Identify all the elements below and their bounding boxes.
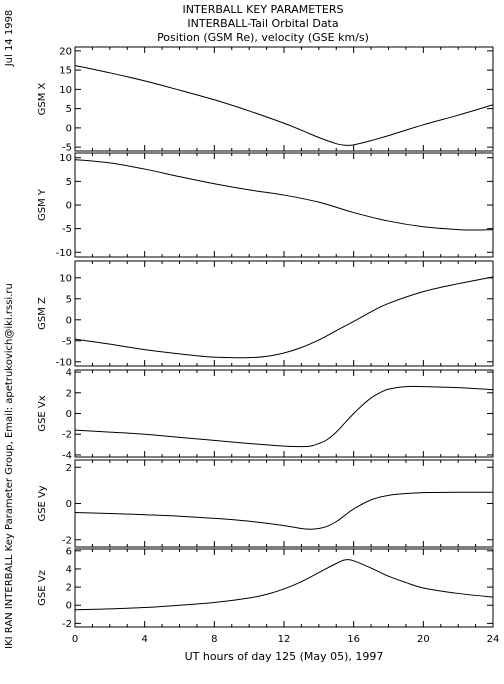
y-tick-label: 2 xyxy=(66,463,72,474)
y-tick-label: -4 xyxy=(62,450,72,461)
x-tick-label: 20 xyxy=(417,634,430,645)
x-tick-label: 24 xyxy=(487,634,500,645)
y-tick-label: -5 xyxy=(62,143,72,154)
y-tick-label: 10 xyxy=(59,153,72,164)
y-tick-label: 15 xyxy=(59,66,72,77)
y-axis-label: GSM Y xyxy=(37,188,48,221)
title-line-1: INTERBALL KEY PARAMETERS xyxy=(183,3,344,16)
x-tick-label: 4 xyxy=(141,634,147,645)
y-tick-label: 0 xyxy=(66,315,72,326)
y-tick-label: -10 xyxy=(56,357,72,368)
series-line-gsm-y xyxy=(74,159,494,231)
y-tick-label: -2 xyxy=(62,619,72,630)
series-line-gse-vy xyxy=(74,491,494,530)
panel-1: -5 0 5 10 15 20 GSM X xyxy=(37,46,494,154)
y-tick-label: 10 xyxy=(59,273,72,284)
panel-3: -10 -5 0 5 10 GSM Z xyxy=(37,260,494,368)
side-credit-label: IKI RAN INTERBALL Key Parameter Group, E… xyxy=(4,283,15,649)
x-axis-label: UT hours of day 125 (May 05), 1997 xyxy=(185,650,384,663)
title-line-2: INTERBALL-Tail Orbital Data xyxy=(187,17,338,30)
y-tick-label: -5 xyxy=(62,336,72,347)
panel-2: -10 -5 0 5 10 GSM Y xyxy=(37,152,494,259)
y-tick-label: 0 xyxy=(66,201,72,212)
y-tick-label: 0 xyxy=(66,499,72,510)
panel-frame xyxy=(74,369,494,458)
panel-6: -2 0 2 4 6 GSE Vz xyxy=(37,546,494,630)
y-tick-label: 0 xyxy=(66,409,72,420)
panel-4: -4 -2 0 2 4 GSE Vx xyxy=(37,368,494,461)
y-tick-label: 5 xyxy=(66,294,72,305)
y-axis-label: GSE Vz xyxy=(37,570,48,606)
series-line-gsm-z xyxy=(74,276,494,359)
y-tick-label: 4 xyxy=(66,368,72,379)
panel-frame xyxy=(74,152,494,258)
panel-frame xyxy=(74,46,494,152)
y-tick-label: 20 xyxy=(59,46,72,57)
x-tick-label: 12 xyxy=(278,634,291,645)
side-date-label: Jul 14 1998 xyxy=(4,10,15,68)
y-tick-label: 2 xyxy=(66,388,72,399)
y-axis-label: GSE Vy xyxy=(37,485,48,521)
y-tick-label: 2 xyxy=(66,583,72,594)
series-line-gse-vz xyxy=(74,559,494,611)
panel-frame xyxy=(74,459,494,548)
y-tick-label: 4 xyxy=(66,564,72,575)
y-tick-label: 0 xyxy=(66,601,72,612)
panel-frame xyxy=(74,260,494,367)
y-tick-label: 5 xyxy=(66,177,72,188)
title-line-3: Position (GSM Re), velocity (GSE km/s) xyxy=(157,31,369,44)
y-tick-label: 6 xyxy=(66,546,72,557)
y-tick-label: -2 xyxy=(62,430,72,441)
panel-5: -2 0 2 GSE Vy xyxy=(37,459,494,548)
y-tick-label: 10 xyxy=(59,85,72,96)
x-axis: 0 4 8 12 16 20 24 xyxy=(72,634,500,645)
y-tick-label: -10 xyxy=(56,248,72,259)
x-tick-label: 0 xyxy=(72,634,78,645)
panel-frame xyxy=(74,548,494,628)
series-line-gsm-x xyxy=(74,65,494,146)
x-tick-label: 8 xyxy=(211,634,217,645)
title-block: INTERBALL KEY PARAMETERS INTERBALL-Tail … xyxy=(157,3,369,44)
y-axis-label: GSM Z xyxy=(37,297,48,330)
series-line-gse-vx xyxy=(74,385,494,448)
y-tick-label: 5 xyxy=(66,104,72,115)
y-axis-label: GSE Vx xyxy=(37,395,48,431)
y-tick-label: 0 xyxy=(66,123,72,134)
x-tick-label: 16 xyxy=(347,634,360,645)
y-tick-label: -5 xyxy=(62,224,72,235)
y-tick-label: -2 xyxy=(62,535,72,546)
y-axis-label: GSM X xyxy=(37,82,48,115)
